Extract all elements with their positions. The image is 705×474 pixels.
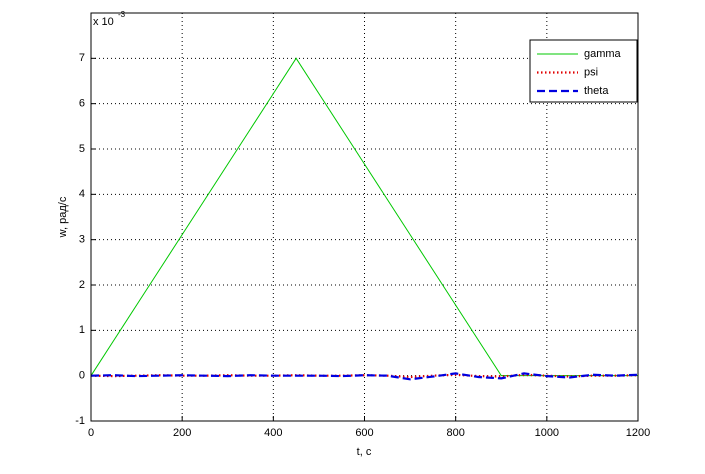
axes-box bbox=[90, 12, 639, 422]
legend-label: theta bbox=[584, 85, 609, 97]
x-tick-label: 600 bbox=[355, 427, 373, 439]
x-tick-label: 1200 bbox=[626, 427, 650, 439]
y-tick-label: 4 bbox=[79, 188, 85, 200]
legend-label: psi bbox=[584, 66, 598, 78]
y-multiplier: x 10 bbox=[93, 16, 114, 28]
series-line bbox=[90, 372, 639, 381]
y-tick-label: 2 bbox=[79, 279, 85, 291]
y-tick-label: 7 bbox=[79, 52, 85, 64]
x-tick-label: 1000 bbox=[535, 427, 559, 439]
x-tick-label: 0 bbox=[88, 427, 94, 439]
y-axis-label: w, рад/с bbox=[57, 196, 69, 238]
y-tick-label: 5 bbox=[79, 143, 85, 155]
x-tick-label: 800 bbox=[446, 427, 464, 439]
y-tick-label: 0 bbox=[79, 370, 85, 382]
y-tick-label: 1 bbox=[79, 324, 85, 336]
x-axis-label: t, с bbox=[357, 446, 372, 458]
x-tick-label: 200 bbox=[173, 427, 191, 439]
y-tick-label: -1 bbox=[75, 415, 85, 427]
legend-label: gamma bbox=[584, 48, 622, 60]
y-tick-label: 6 bbox=[79, 98, 85, 110]
y-tick-label: 3 bbox=[79, 234, 85, 246]
x-tick-label: 400 bbox=[264, 427, 282, 439]
y-multiplier-exponent: -3 bbox=[118, 10, 126, 19]
legend-box bbox=[529, 39, 638, 103]
